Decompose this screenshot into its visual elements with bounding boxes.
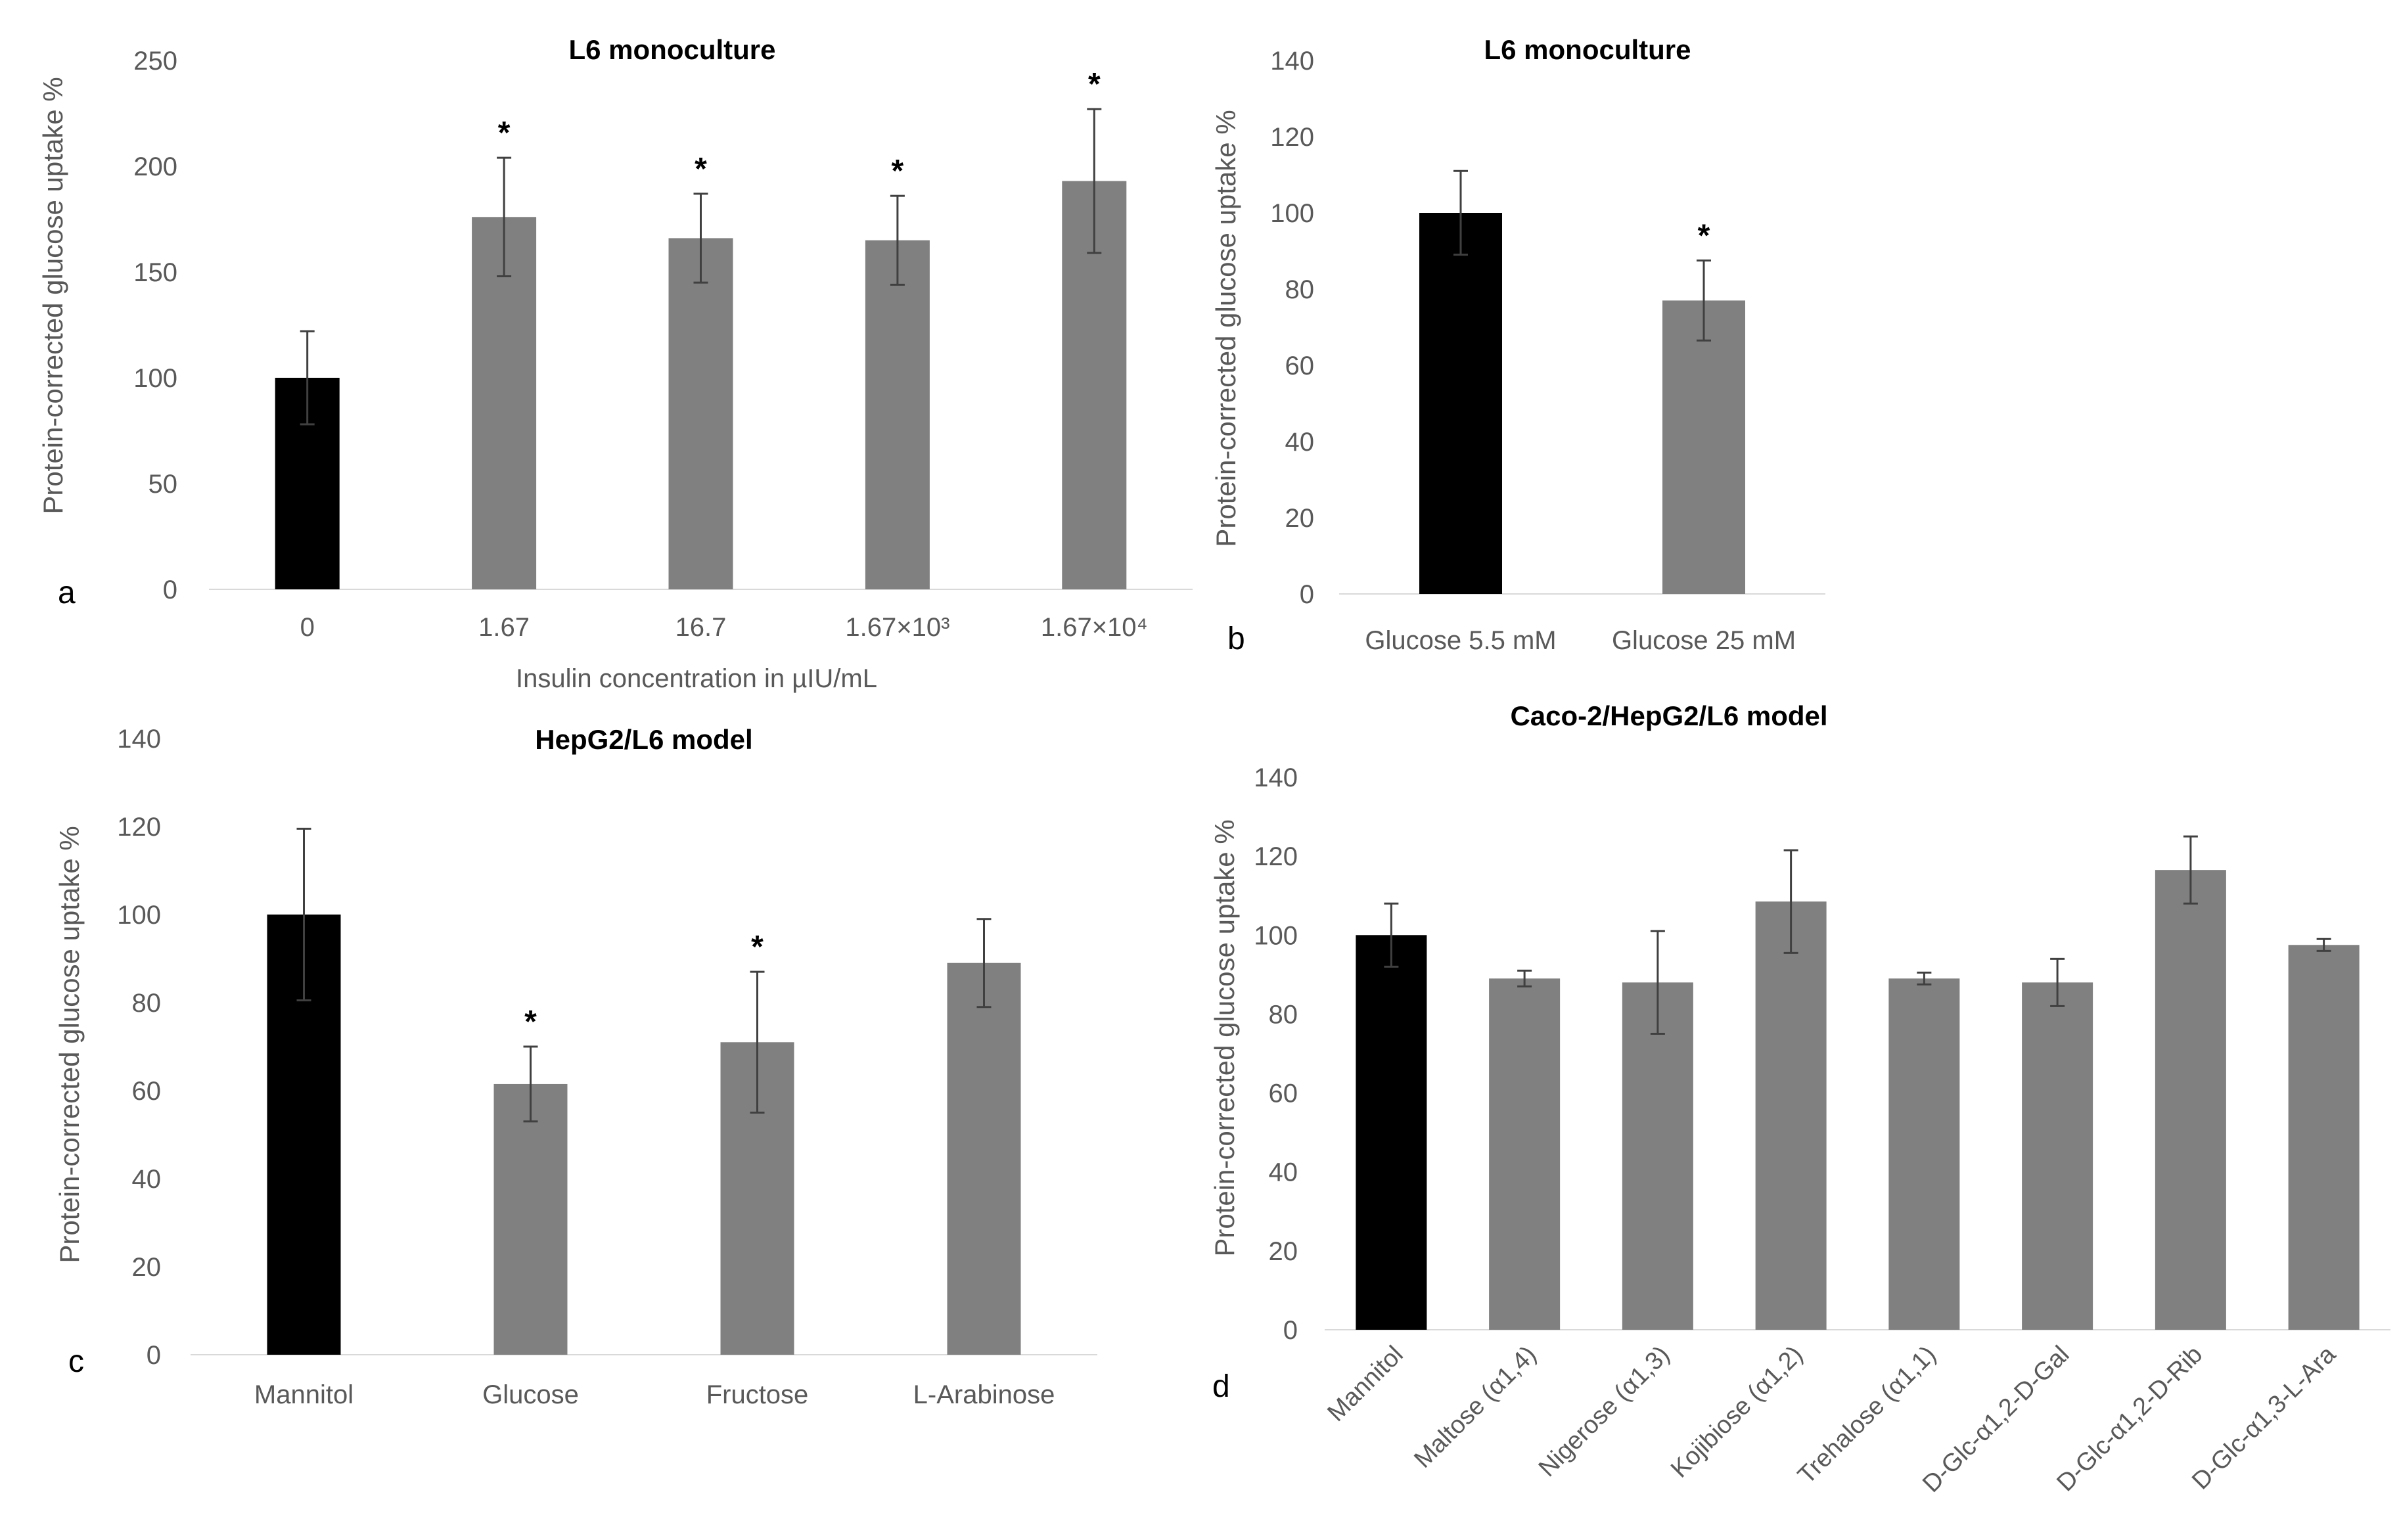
panel-b-y-tick-label: 120 <box>1270 123 1314 152</box>
panel-a-title: L6 monoculture <box>568 34 775 65</box>
panel-d-title: Caco-2/HepG2/L6 model <box>1510 700 1827 731</box>
panel-c-y-tick-label: 100 <box>117 901 161 930</box>
panel-d-y-tick-label: 60 <box>1269 1079 1298 1108</box>
panel-a-plot-area: 0 50 100 150 200 250 0 * 1.67 * 16.7 * 1.67×10³ * 1.67… <box>133 47 1193 642</box>
panel-d-bar <box>2022 982 2093 1330</box>
panel-b-title: L6 monoculture <box>1484 34 1691 65</box>
panel-c-y-tick-label: 40 <box>132 1165 162 1194</box>
panel-b-x-tick-label: Glucose 5.5 mM <box>1365 626 1556 655</box>
panel-a-y-tick-label: 0 <box>163 576 177 604</box>
panel-a-significance-marker: * <box>892 154 904 189</box>
panel-c-y-tick-label: 60 <box>132 1077 162 1106</box>
panel-d-y-tick-label: 120 <box>1254 842 1298 871</box>
panel-a-x-tick-label: 0 <box>300 613 315 642</box>
panel-c: HepG2/L6 model Protein-corrected glucose… <box>54 724 1097 1409</box>
panel-a-significance-marker: * <box>498 116 511 150</box>
panel-d-plot-area: 0 20 40 60 80 100 120 140 Mannitol Maltose (α1,4)… <box>1254 763 2390 1498</box>
panel-b-letter: b <box>1227 622 1245 656</box>
panel-c-x-tick-label: Glucose <box>482 1380 579 1409</box>
panel-b-plot-area: 0 20 40 60 80 100 120 140 Glucose 5.5 mM * Glucose… <box>1270 47 1825 655</box>
panel-b-y-tick-label: 140 <box>1270 47 1314 76</box>
panel-a-y-tick-label: 50 <box>149 470 178 499</box>
panel-d-bar <box>2288 945 2360 1330</box>
panel-d-x-tick-label: Nigerose (α1,3) <box>1534 1341 1675 1482</box>
panel-c-y-tick-label: 0 <box>147 1341 161 1370</box>
panel-b-y-tick-label: 80 <box>1285 275 1315 304</box>
panel-b: L6 monoculture Protein-corrected glucose… <box>1210 34 1825 656</box>
panel-d-y-axis-title: Protein-corrected glucose uptake % <box>1209 819 1240 1256</box>
panel-a-x-tick-label: 1.67 <box>478 613 530 642</box>
panel-d-x-tick-label: Trehalose (α1,1) <box>1793 1341 1941 1489</box>
panel-b-y-axis-title: Protein-corrected glucose uptake % <box>1210 110 1241 547</box>
panel-b-y-tick-label: 0 <box>1300 580 1314 609</box>
panel-a-bar <box>668 238 733 590</box>
panel-c-x-tick-label: Mannitol <box>254 1380 354 1409</box>
panel-d-x-tick-label: Kojibiose (α1,2) <box>1666 1341 1808 1483</box>
panel-c-y-tick-label: 80 <box>132 989 162 1018</box>
panel-d-bar <box>1356 935 1427 1330</box>
panel-d: Caco-2/HepG2/L6 model Protein-corrected … <box>1209 700 2390 1498</box>
panel-a-x-axis-title: Insulin concentration in µIU/mL <box>516 664 877 693</box>
panel-a-significance-marker: * <box>1088 67 1101 102</box>
panel-b-y-tick-label: 60 <box>1285 351 1315 380</box>
panel-c-letter: c <box>68 1344 84 1379</box>
panel-c-y-axis-title: Protein-corrected glucose uptake % <box>54 826 85 1263</box>
panel-d-bar <box>2155 870 2226 1330</box>
panel-a: L6 monoculture Protein-corrected glucose… <box>37 34 1193 693</box>
panel-d-bar <box>1622 982 1693 1330</box>
panel-b-y-tick-label: 20 <box>1285 504 1315 533</box>
panel-d-letter: d <box>1212 1369 1230 1404</box>
panel-a-letter: a <box>58 576 76 610</box>
panel-d-x-tick-label: Maltose (α1,4) <box>1409 1341 1542 1474</box>
panel-a-y-tick-label: 100 <box>133 364 177 393</box>
panel-b-y-tick-label: 40 <box>1285 428 1315 457</box>
panel-b-x-tick-label: Glucose 25 mM <box>1612 626 1796 655</box>
panel-d-bar <box>1888 978 1960 1330</box>
panel-d-x-tick-label: D-Glc-α1,2-D-Gal <box>1917 1341 2074 1498</box>
panel-d-x-tick-label: D-Glc-α1,2-D-Rib <box>2051 1341 2208 1497</box>
panel-d-y-tick-label: 40 <box>1269 1158 1298 1187</box>
panel-d-y-tick-label: 140 <box>1254 763 1298 792</box>
panel-b-bar <box>1662 300 1745 594</box>
panel-c-significance-marker: * <box>751 930 764 964</box>
panel-d-y-tick-label: 80 <box>1269 1000 1298 1029</box>
panel-d-x-tick-label: D-Glc-α1,3-L-Ara <box>2187 1340 2341 1495</box>
panel-a-x-tick-label: 1.67×10⁴ <box>1041 613 1148 642</box>
panel-d-bar <box>1489 978 1561 1330</box>
panel-d-y-tick-label: 100 <box>1254 921 1298 950</box>
panel-a-bar <box>472 217 537 589</box>
panel-c-y-tick-label: 140 <box>117 725 161 754</box>
panel-c-bar <box>947 962 1021 1355</box>
panel-c-x-tick-label: L-Arabinose <box>913 1380 1055 1409</box>
panel-c-significance-marker: * <box>524 1005 537 1039</box>
panel-c-y-tick-label: 120 <box>117 813 161 842</box>
panel-d-bar <box>1755 901 1827 1330</box>
panel-a-y-axis-title: Protein-corrected glucose uptake % <box>37 77 68 514</box>
panel-c-title: HepG2/L6 model <box>535 724 752 755</box>
panel-b-bar <box>1419 213 1502 594</box>
panel-c-bar <box>493 1083 568 1355</box>
panel-a-y-tick-label: 200 <box>133 152 177 181</box>
panel-a-bar <box>865 240 930 589</box>
panel-b-significance-marker: * <box>1698 219 1710 254</box>
panel-a-x-tick-label: 16.7 <box>675 613 727 642</box>
panel-a-y-tick-label: 150 <box>133 258 177 287</box>
panel-c-x-tick-label: Fructose <box>706 1380 809 1409</box>
panel-d-y-tick-label: 20 <box>1269 1237 1298 1266</box>
panel-c-y-tick-label: 20 <box>132 1253 162 1282</box>
panel-a-significance-marker: * <box>695 152 707 187</box>
panel-b-y-tick-label: 100 <box>1270 199 1314 228</box>
panel-c-plot-area: 0 20 40 60 80 100 120 140 Mannitol * Glucose * Fruct… <box>117 725 1097 1409</box>
panel-a-y-tick-label: 250 <box>133 47 177 76</box>
panel-a-x-tick-label: 1.67×10³ <box>845 613 949 642</box>
panel-d-y-tick-label: 0 <box>1283 1316 1298 1345</box>
panel-d-x-tick-label: Mannitol <box>1322 1341 1408 1427</box>
